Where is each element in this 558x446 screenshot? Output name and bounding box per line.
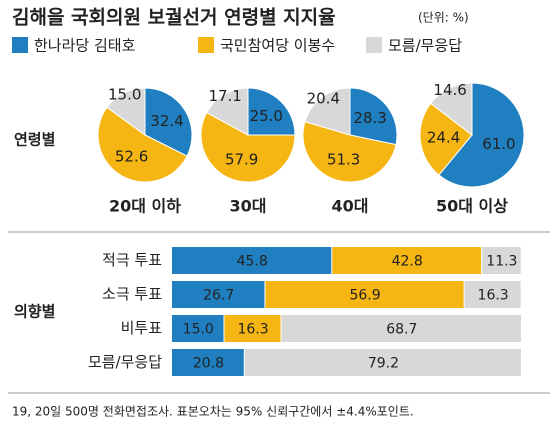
data-label: 16.3 — [478, 288, 509, 304]
data-label: 57.9 — [225, 151, 258, 169]
data-label: 68.7 — [386, 322, 417, 338]
unit: (단위: %) — [418, 11, 469, 25]
category-label: 적극 투표 — [102, 251, 162, 269]
pie-slice — [349, 87, 398, 146]
data-label: 14.6 — [433, 81, 466, 99]
pie-slice — [205, 87, 249, 136]
pie-slice — [247, 87, 296, 136]
data-label: 15.0 — [183, 322, 214, 338]
pie-slice — [430, 82, 473, 137]
bar-segment — [464, 281, 521, 308]
pie-slice — [302, 120, 397, 183]
legend-swatch — [12, 37, 28, 53]
data-label: 24.4 — [427, 129, 460, 147]
data-label: 20.8 — [193, 356, 224, 372]
data-label: 61.0 — [482, 135, 515, 153]
category-label: 소극 투표 — [102, 285, 162, 303]
data-label: 45.8 — [237, 254, 268, 270]
pie-slice — [200, 111, 296, 183]
bar-segment — [265, 281, 464, 308]
data-label: 56.9 — [349, 288, 380, 304]
bar-segment — [172, 247, 332, 274]
bar-segment — [172, 281, 265, 308]
category-label: 40대 — [332, 197, 369, 216]
category-label: 50대 이상 — [436, 197, 508, 216]
legend-swatch — [198, 37, 214, 53]
data-label: 42.8 — [392, 254, 423, 270]
section-label: 연령별 — [14, 131, 55, 149]
data-label: 52.6 — [115, 148, 148, 166]
category-label: 30대 — [230, 197, 267, 216]
data-label: 25.0 — [250, 107, 283, 125]
bar-segment — [172, 349, 244, 376]
section-label: 의향별 — [14, 303, 55, 321]
pie-slice — [106, 87, 146, 136]
bar-segment — [172, 315, 224, 342]
bar-segment — [224, 315, 281, 342]
footnote: 19, 20일 500명 전화면접조사. 표본오차는 95% 신뢰구간에서 ±4… — [12, 405, 414, 419]
data-label: 16.3 — [237, 322, 268, 338]
data-label: 17.1 — [208, 87, 241, 105]
pie-slice — [144, 87, 193, 157]
data-label: 11.3 — [486, 254, 517, 270]
data-label: 79.2 — [368, 356, 399, 372]
data-label: 26.7 — [203, 288, 234, 304]
bar-segment — [244, 349, 522, 376]
pie-slice — [97, 106, 188, 183]
data-label: 51.3 — [327, 151, 360, 169]
chart-title: 김해을 국회의원 보궐선거 연령별 지지율 — [12, 7, 336, 29]
legend-label: 한나라당 김태호 — [34, 37, 136, 55]
category-label: 모름/무응답 — [88, 353, 162, 371]
pie-slice — [304, 87, 351, 136]
category-label: 20대 이하 — [109, 197, 181, 216]
data-label: 32.4 — [150, 112, 183, 130]
legend-label: 모름/무응답 — [388, 37, 462, 55]
data-label: 15.0 — [108, 86, 141, 104]
legend-label: 국민참여당 이봉수 — [220, 37, 335, 55]
legend-swatch — [366, 37, 382, 53]
category-label: 비투표 — [121, 319, 163, 337]
bar-segment — [482, 247, 521, 274]
data-label: 20.4 — [307, 90, 340, 108]
data-label: 28.3 — [353, 109, 386, 127]
pie-slice — [419, 102, 473, 176]
bar-segment — [332, 247, 482, 274]
bar-segment — [281, 315, 521, 342]
pie-slice — [438, 82, 525, 188]
